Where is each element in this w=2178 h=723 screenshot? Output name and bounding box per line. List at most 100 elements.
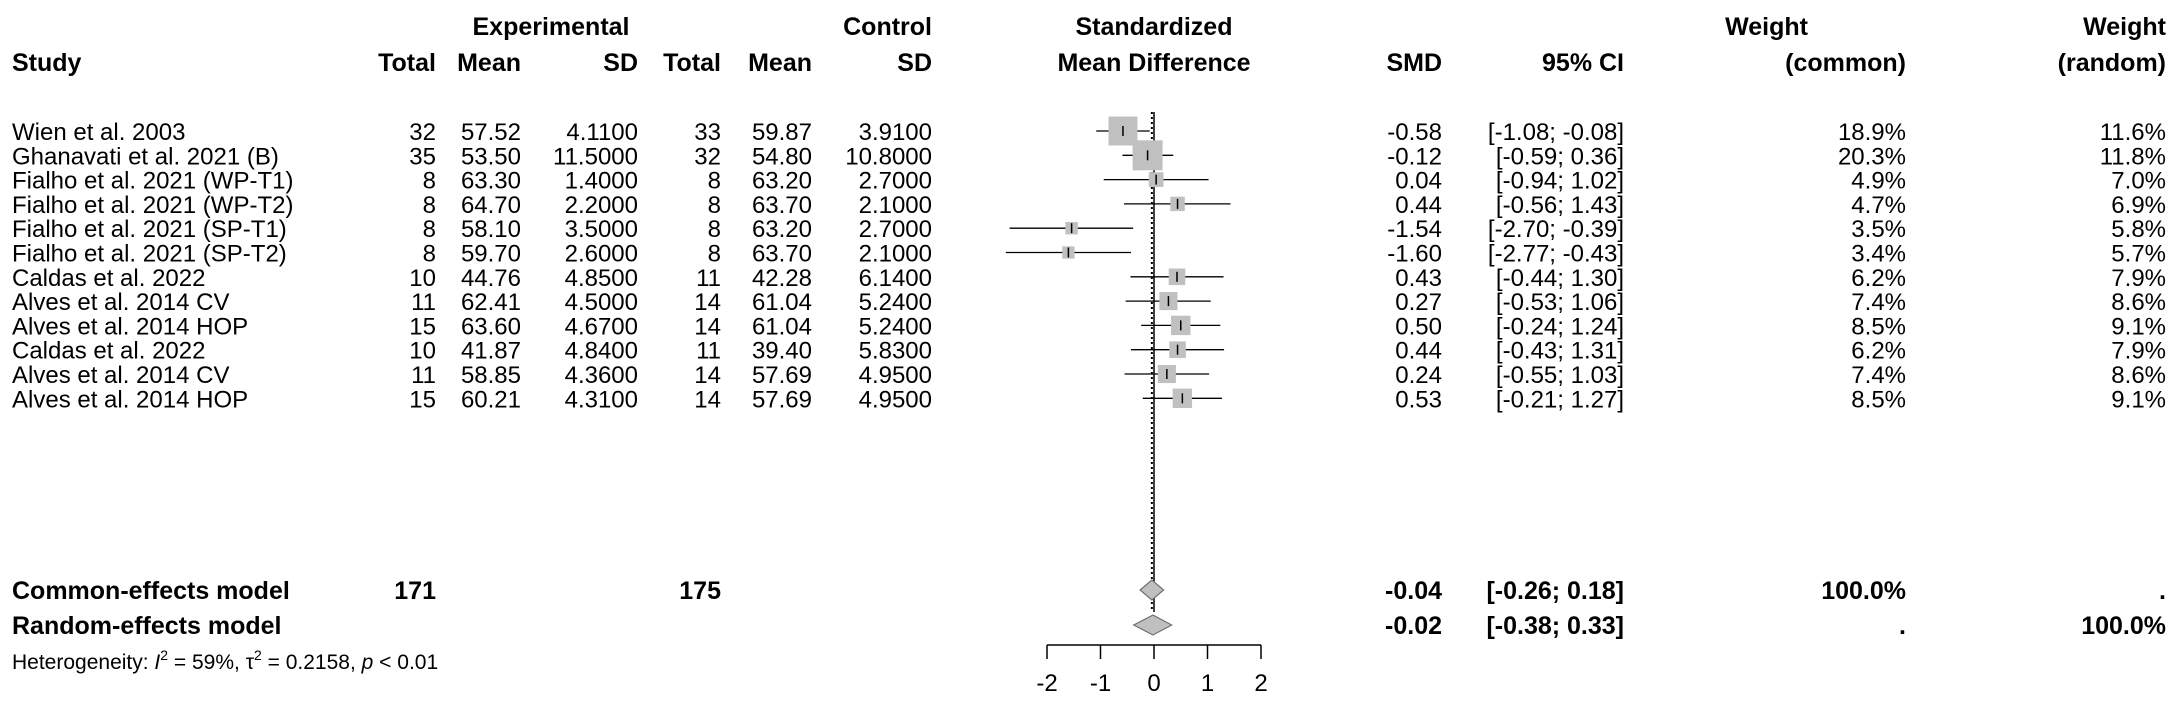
row-smd-text: 0.44 xyxy=(1395,338,1442,365)
row-ci-text: [-0.44; 1.30] xyxy=(1496,265,1624,292)
row-w-random: 11.8% xyxy=(2100,143,2166,170)
header-study: Study xyxy=(12,49,82,77)
row-e-total: 8 xyxy=(423,192,436,219)
row-c-mean: 59.87 xyxy=(752,119,812,146)
row-ci-text: [-0.94; 1.02] xyxy=(1496,168,1624,195)
row-e-mean: 63.30 xyxy=(461,168,521,195)
x-tick-label: 1 xyxy=(1201,670,1214,697)
row-c-total: 8 xyxy=(708,192,721,219)
x-tick-label: -2 xyxy=(1036,670,1057,697)
row-w-common: 18.9% xyxy=(1838,119,1906,146)
row-e-total: 32 xyxy=(409,119,436,146)
row-study: Fialho et al. 2021 (SP-T1) xyxy=(12,216,287,243)
row-ci-text: [-2.77; -0.43] xyxy=(1488,241,1624,268)
row-e-sd: 4.8500 xyxy=(565,265,638,292)
row-e-sd: 4.8400 xyxy=(565,338,638,365)
row-e-sd: 1.4000 xyxy=(565,168,638,195)
het-p-value: < 0.01 xyxy=(373,651,438,674)
row-study: Caldas et al. 2022 xyxy=(12,338,205,365)
row-e-sd: 4.3600 xyxy=(565,362,638,389)
row-c-sd: 4.9500 xyxy=(859,386,932,413)
row-ci-text: [-0.24; 1.24] xyxy=(1496,313,1624,340)
row-c-total: 14 xyxy=(694,362,721,389)
het-i2-symbol: I xyxy=(154,651,160,674)
row-smd-text: 0.43 xyxy=(1395,265,1442,292)
row-w-common: 3.4% xyxy=(1851,241,1906,268)
common-exp-total: 171 xyxy=(394,577,436,605)
row-c-mean: 57.69 xyxy=(752,362,812,389)
row-w-common: 20.3% xyxy=(1838,143,1906,170)
row-c-mean: 63.20 xyxy=(752,216,812,243)
het-prefix: Heterogeneity: xyxy=(12,651,154,674)
row-c-mean: 54.80 xyxy=(752,143,812,170)
row-e-total: 8 xyxy=(423,216,436,243)
row-c-total: 14 xyxy=(694,313,721,340)
row-c-total: 11 xyxy=(696,265,721,292)
row-smd-text: -1.54 xyxy=(1387,216,1442,243)
row-e-total: 10 xyxy=(409,338,436,365)
header-ci: 95% CI xyxy=(1542,49,1624,77)
row-smd-text: -0.12 xyxy=(1387,143,1442,170)
row-w-common: 6.2% xyxy=(1851,338,1906,365)
row-study: Fialho et al. 2021 (WP-T2) xyxy=(12,192,293,219)
row-c-sd: 5.2400 xyxy=(859,289,932,316)
row-e-mean: 41.87 xyxy=(461,338,521,365)
row-ci-text: [-2.70; -0.39] xyxy=(1488,216,1624,243)
row-smd-text: 0.50 xyxy=(1395,313,1442,340)
header-ctrl-mean: Mean xyxy=(748,49,812,77)
het-i2-value: = 59%, xyxy=(168,651,246,674)
row-w-random: 7.9% xyxy=(2111,265,2166,292)
row-e-mean: 60.21 xyxy=(461,386,521,413)
header-exp-mean: Mean xyxy=(457,49,521,77)
row-study: Alves et al. 2014 HOP xyxy=(12,313,248,340)
row-c-total: 11 xyxy=(696,338,721,365)
row-e-total: 10 xyxy=(409,265,436,292)
row-study: Wien et al. 2003 xyxy=(12,119,185,146)
row-e-mean: 58.10 xyxy=(461,216,521,243)
heterogeneity-text: Heterogeneity: I2 = 59%, τ2 = 0.2158, p … xyxy=(12,647,438,674)
row-smd-text: 0.27 xyxy=(1395,289,1442,316)
row-e-total: 15 xyxy=(409,386,436,413)
study-rows: Wien et al. 2003 32 57.52 4.1100 33 59.87 3.91… xyxy=(12,119,2166,413)
header-exp-total: Total xyxy=(378,49,436,77)
row-c-total: 8 xyxy=(708,241,721,268)
het-p-symbol: p xyxy=(361,651,374,674)
row-e-sd: 4.3100 xyxy=(565,386,638,413)
row-smd-text: 0.04 xyxy=(1395,168,1442,195)
row-study: Caldas et al. 2022 xyxy=(12,265,205,292)
row-e-mean: 64.70 xyxy=(461,192,521,219)
row-c-mean: 39.40 xyxy=(752,338,812,365)
row-c-mean: 63.70 xyxy=(752,241,812,268)
row-smd-text: 0.44 xyxy=(1395,192,1442,219)
row-w-common: 6.2% xyxy=(1851,265,1906,292)
row-c-sd: 6.1400 xyxy=(859,265,932,292)
header-weight-common: Weight xyxy=(1725,13,1809,41)
row-c-mean: 63.20 xyxy=(752,168,812,195)
row-w-common: 4.7% xyxy=(1851,192,1906,219)
common-weight-common: 100.0% xyxy=(1821,577,1906,605)
header-random: (random) xyxy=(2058,49,2166,77)
row-smd-text: 0.53 xyxy=(1395,386,1442,413)
row-e-sd: 4.1100 xyxy=(566,119,638,146)
row-c-total: 8 xyxy=(708,216,721,243)
row-e-mean: 62.41 xyxy=(461,289,521,316)
row-c-mean: 63.70 xyxy=(752,192,812,219)
row-w-random: 11.6% xyxy=(2100,119,2166,146)
row-w-random: 7.9% xyxy=(2111,338,2166,365)
row-e-total: 8 xyxy=(423,241,436,268)
row-w-common: 3.5% xyxy=(1851,216,1906,243)
row-w-common: 4.9% xyxy=(1851,168,1906,195)
random-weight-random: 100.0% xyxy=(2081,612,2166,640)
row-study: Fialho et al. 2021 (SP-T2) xyxy=(12,241,287,268)
common-ctrl-total: 175 xyxy=(679,577,721,605)
row-c-total: 14 xyxy=(694,289,721,316)
summary-random: Random-effects model -0.02 [-0.38; 0.33]… xyxy=(12,612,2166,640)
plot-marks xyxy=(1005,112,1231,636)
header-smd-title-1: Standardized xyxy=(1076,13,1233,41)
random-weight-common: . xyxy=(1899,612,1906,640)
row-c-sd: 4.9500 xyxy=(859,362,932,389)
row-e-sd: 2.2000 xyxy=(565,192,638,219)
row-c-mean: 61.04 xyxy=(752,289,812,316)
header-ctrl-total: Total xyxy=(663,49,721,77)
row-e-mean: 63.60 xyxy=(461,313,521,340)
